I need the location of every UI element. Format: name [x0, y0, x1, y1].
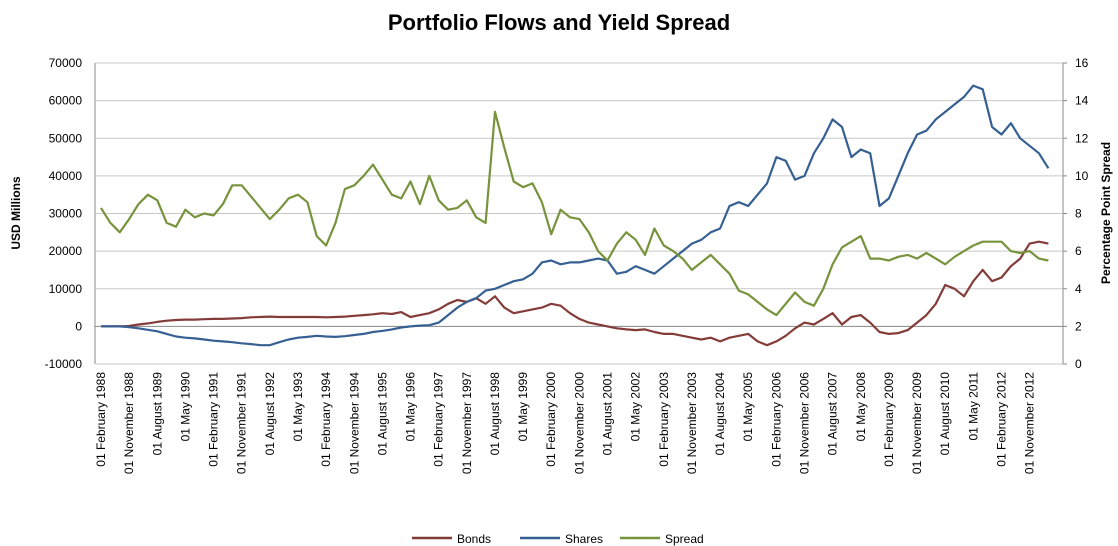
- x-tick-label: 01 February 1997: [432, 372, 446, 467]
- y2-tick-label: 6: [1075, 244, 1082, 258]
- y-tick-label: 20000: [49, 244, 83, 258]
- series-line: [101, 84, 1050, 347]
- x-tick-label: 01 February 2009: [882, 372, 896, 467]
- series-line: [100, 110, 1049, 317]
- x-tick-label: 01 August 2007: [826, 372, 840, 456]
- x-tick-label: 01 February 2000: [544, 372, 558, 467]
- x-tick-label: 01 February 1991: [207, 372, 221, 467]
- x-tick-label: 01 August 1995: [375, 372, 389, 456]
- x-tick-label: 01 February 2006: [769, 372, 783, 467]
- x-tick-label: 01 November 2006: [798, 372, 812, 474]
- x-tick-label: 01 November 1988: [122, 372, 136, 474]
- x-tick-label: 01 February 1988: [94, 372, 108, 467]
- y2-tick-label: 0: [1075, 357, 1082, 371]
- x-tick-label: 01 May 1996: [404, 372, 418, 442]
- y2-tick-label: 16: [1075, 56, 1089, 70]
- y2-axis-label: Percentage Point Spread: [1099, 142, 1113, 284]
- x-tick-label: 01 November 2003: [685, 372, 699, 474]
- legend-label: Spread: [665, 532, 704, 546]
- x-tick-label: 01 February 2003: [657, 372, 671, 467]
- x-tick-label: 01 November 1997: [460, 372, 474, 474]
- y-tick-label: 10000: [49, 282, 83, 296]
- y-tick-label: 0: [75, 319, 82, 333]
- y-tick-label: 70000: [49, 56, 83, 70]
- x-tick-label: 01 November 2012: [1023, 372, 1037, 474]
- y2-tick-label: 10: [1075, 169, 1089, 183]
- x-tick-label: 01 May 1999: [516, 372, 530, 442]
- y2-tick-label: 14: [1075, 94, 1089, 108]
- x-tick-label: 01 May 2005: [741, 372, 755, 442]
- y2-tick-label: 2: [1075, 319, 1082, 333]
- x-tick-label: 01 November 1994: [347, 372, 361, 474]
- x-tick-label: 01 May 1990: [178, 372, 192, 442]
- x-tick-label: 01 February 2012: [994, 372, 1008, 467]
- x-tick-label: 01 August 2001: [601, 372, 615, 456]
- y2-tick-label: 8: [1075, 207, 1082, 221]
- y-tick-label: 50000: [49, 131, 83, 145]
- x-tick-label: 01 February 1994: [319, 372, 333, 467]
- x-tick-label: 01 August 2004: [713, 372, 727, 456]
- series-line: [101, 240, 1049, 347]
- x-tick-label: 01 November 2000: [572, 372, 586, 474]
- legend-label: Bonds: [457, 532, 491, 546]
- x-tick-label: 01 August 1992: [263, 372, 277, 456]
- x-tick-label: 01 August 1989: [150, 372, 164, 456]
- legend-label: Shares: [565, 532, 603, 546]
- x-tick-label: 01 November 1991: [235, 372, 249, 474]
- x-tick-label: 01 August 1998: [488, 372, 502, 456]
- y-tick-label: 60000: [49, 94, 83, 108]
- y-tick-label: -10000: [45, 357, 83, 371]
- y2-tick-label: 12: [1075, 131, 1089, 145]
- x-tick-label: 01 August 2010: [938, 372, 952, 456]
- x-tick-label: 01 November 2009: [910, 372, 924, 474]
- x-tick-label: 01 May 1993: [291, 372, 305, 442]
- x-tick-label: 01 May 2002: [629, 372, 643, 442]
- x-tick-label: 01 May 2008: [854, 372, 868, 442]
- y-tick-label: 40000: [49, 169, 83, 183]
- y-tick-label: 30000: [49, 207, 83, 221]
- y-axis-label: USD Millions: [9, 176, 23, 250]
- chart-title: Portfolio Flows and Yield Spread: [388, 10, 730, 35]
- y2-tick-label: 4: [1075, 282, 1082, 296]
- x-tick-label: 01 May 2011: [966, 372, 980, 441]
